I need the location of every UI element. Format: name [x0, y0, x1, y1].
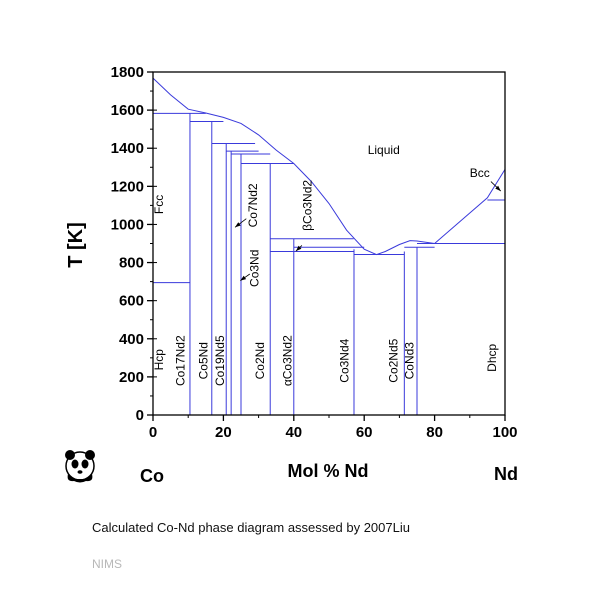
pointer-arrowhead [235, 222, 241, 228]
phase-label: αCo3Nd2 [280, 335, 294, 386]
phase-label: Co2Nd [253, 342, 267, 379]
phase-label: Bcc [470, 166, 490, 180]
phase-label: βCo3Nd2 [300, 180, 314, 231]
right-element-label: Nd [494, 464, 518, 484]
x-tick-label: 100 [492, 424, 517, 441]
axes: 0 200 400 600 800 1000 1200 1400 1600 1800 0 20 40 60… [111, 64, 518, 441]
y-tick-label: 400 [119, 331, 144, 348]
y-tick-label: 0 [136, 407, 144, 424]
phase-label: Co17Nd2 [174, 335, 188, 386]
panda-icon [65, 450, 95, 483]
x-tick-label: 40 [285, 424, 302, 441]
y-tick-label: 1600 [111, 102, 144, 119]
left-element-label: Co [140, 466, 164, 486]
phase-label: Dhcp [485, 344, 499, 372]
source-label: NIMS [92, 557, 122, 571]
liquidus-curve [152, 77, 506, 256]
phase-label: Fcc [152, 195, 166, 214]
phase-labels: Liquid Bcc Fcc Hcp Dhcp Co7Nd2 Co3Nd βCo3Nd2 Co1… [152, 143, 502, 386]
phase-label: CoNd3 [402, 342, 416, 380]
figure-caption: Calculated Co-Nd phase diagram assessed … [92, 520, 410, 535]
phase-label: Co3Nd4 [337, 338, 351, 382]
phase-label: Co19Nd5 [213, 335, 227, 386]
x-tick-label: 20 [215, 424, 232, 441]
y-tick-label: 200 [119, 369, 144, 386]
phase-label: Liquid [368, 143, 400, 157]
phase-label: Co5Nd [197, 342, 211, 379]
y-axis-label: T [K] [65, 222, 87, 268]
x-tick-label: 60 [356, 424, 373, 441]
y-tick-label: 1200 [111, 178, 144, 195]
y-tick-label: 600 [119, 293, 144, 310]
phase-label: Co7Nd2 [246, 183, 260, 227]
pointer-arrowhead [495, 185, 501, 192]
y-tick-label: 1800 [111, 64, 144, 81]
y-tick-label: 1400 [111, 140, 144, 157]
pointer-arrowhead [295, 245, 302, 252]
x-axis-label: Mol % Nd [288, 461, 369, 481]
y-tick-label: 800 [119, 255, 144, 272]
phase-label: Co3Nd [248, 250, 262, 287]
x-tick-label: 0 [149, 424, 157, 441]
phase-label: Co2Nd5 [387, 338, 401, 382]
x-tick-label: 80 [426, 424, 443, 441]
phase-label: Hcp [152, 349, 166, 371]
y-tick-label: 1000 [111, 216, 144, 233]
pointer-arrowhead [240, 275, 247, 281]
